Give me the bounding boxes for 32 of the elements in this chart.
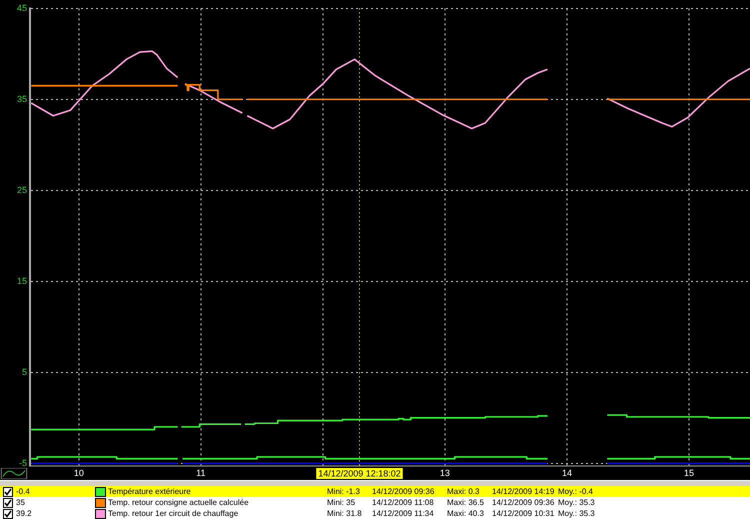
- text: Maxi: 36.5: [447, 497, 484, 508]
- text: 14/12/2009 09:36: [372, 486, 434, 497]
- legend-label: Température extérieure: [108, 486, 191, 497]
- text: 14/12/2009 09:36: [492, 497, 554, 508]
- x-tick-label: 13: [440, 468, 450, 478]
- y-tick-label: 25: [16, 184, 27, 195]
- legend-label: Temp. retour consigne actuelle calculée: [108, 497, 249, 508]
- text: Mini: 31.8: [327, 508, 362, 519]
- text: Moy.: -0.4: [558, 486, 593, 497]
- x-tick-label: 10: [74, 468, 84, 478]
- y-tick-label: 45: [16, 2, 27, 13]
- x-tick-label: 15: [684, 468, 694, 478]
- y-tick-label: 15: [16, 276, 27, 286]
- text: -0.4: [16, 486, 30, 497]
- text: Maxi: 40.3: [447, 508, 484, 519]
- legend-label: Temp. retour 1er circuit de chauffage: [108, 508, 238, 519]
- text: Maxi: 0.3: [447, 486, 480, 497]
- text: 14/12/2009 11:08: [372, 497, 434, 508]
- y-tick-label: -5: [18, 458, 27, 468]
- text: 14/12/2009 10:31: [492, 508, 554, 519]
- text: Mini: 35: [327, 497, 356, 508]
- ref-line-label: 14/12/2009 12:18:02: [318, 468, 401, 478]
- y-tick-label: 5: [22, 366, 27, 377]
- text: 14/12/2009 11:34: [372, 508, 434, 519]
- y-tick-label: 35: [16, 94, 27, 104]
- text: 39.2: [16, 508, 32, 519]
- text: Moy.: 35.3: [558, 508, 595, 519]
- text: 14/12/2009 14:19: [492, 486, 554, 497]
- text: Moy.: 35.3: [558, 497, 595, 508]
- x-tick-label: 14: [562, 468, 572, 478]
- x-tick-label: 11: [196, 468, 206, 478]
- text: Mini: -1.3: [327, 486, 360, 497]
